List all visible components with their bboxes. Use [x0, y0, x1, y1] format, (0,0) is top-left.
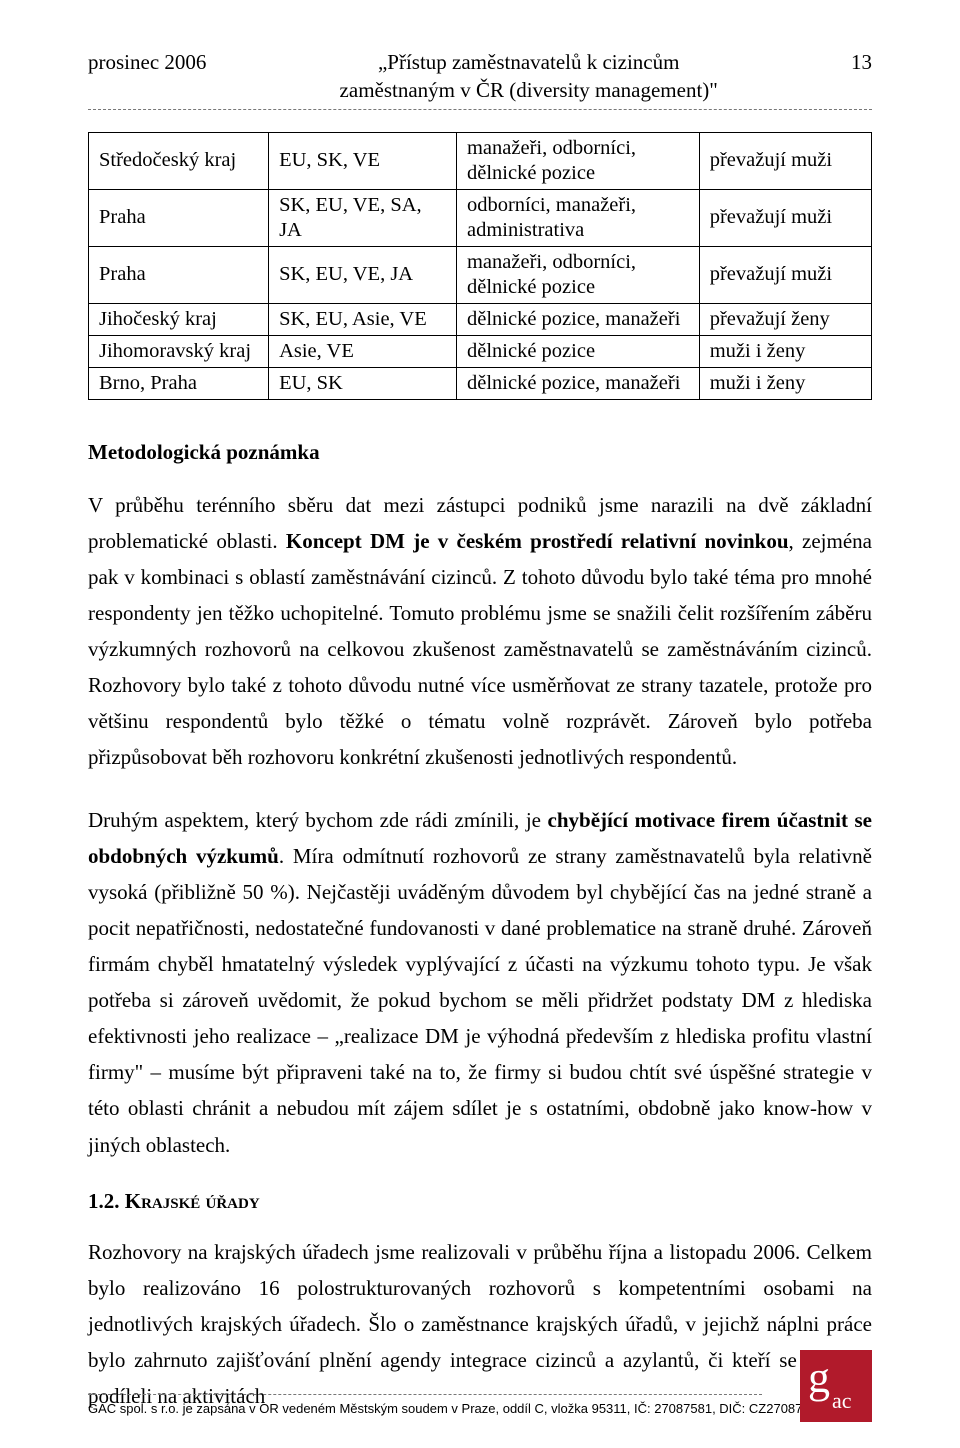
table-row: PrahaSK, EU, VE, SA, JAodborníci, manaže… [89, 189, 872, 246]
note-cell: převažují muži [699, 132, 871, 189]
logo-letter-g: g [808, 1352, 828, 1403]
header-date: prosinec 2006 [88, 48, 234, 76]
countries-cell: SK, EU, VE, SA, JA [269, 189, 457, 246]
p1-text-c: , zejména pak v kombinaci s oblastí zamě… [88, 529, 872, 770]
header-title-line1: „Přístup zaměstnavatelů k cizincům [378, 50, 680, 74]
section-number: 1.2. [88, 1189, 125, 1213]
region-cell: Praha [89, 189, 269, 246]
p1-bold: Koncept DM je v českém prostředí relativ… [286, 529, 789, 553]
page: prosinec 2006 „Přístup zaměstnavatelů k … [0, 0, 960, 1448]
countries-cell: SK, EU, Asie, VE [269, 303, 457, 335]
note-cell: převažují ženy [699, 303, 871, 335]
positions-cell: dělnické pozice, manažeři [456, 367, 699, 399]
header-title-line2: zaměstnaným v ČR (diversity management)" [340, 78, 718, 102]
table-row: PrahaSK, EU, VE, JAmanažeři, odborníci, … [89, 246, 872, 303]
region-cell: Středočeský kraj [89, 132, 269, 189]
countries-cell: EU, SK, VE [269, 132, 457, 189]
region-cell: Brno, Praha [89, 367, 269, 399]
table-row: Středočeský krajEU, SK, VEmanažeři, odbo… [89, 132, 872, 189]
countries-cell: EU, SK [269, 367, 457, 399]
table-row: Jihomoravský krajAsie, VEdělnické pozice… [89, 335, 872, 367]
positions-cell: manažeři, odborníci, dělnické pozice [456, 132, 699, 189]
methodology-heading: Metodologická poznámka [88, 440, 872, 465]
countries-cell: Asie, VE [269, 335, 457, 367]
paragraph-3: Rozhovory na krajských úřadech jsme real… [88, 1234, 872, 1415]
paragraph-2: Druhým aspektem, který bychom zde rádi z… [88, 802, 872, 1163]
header-rule [88, 109, 872, 110]
note-cell: muži i ženy [699, 367, 871, 399]
p2-text-a: Druhým aspektem, který bychom zde rádi z… [88, 808, 548, 832]
note-cell: převažují muži [699, 246, 871, 303]
footer-text: GAC spol. s r.o. je zapsána v OR vedeném… [88, 1401, 872, 1416]
header-page-number: 13 [823, 48, 872, 76]
page-footer: GAC spol. s r.o. je zapsána v OR vedeném… [88, 1394, 872, 1416]
region-cell: Jihomoravský kraj [89, 335, 269, 367]
countries-cell: SK, EU, VE, JA [269, 246, 457, 303]
table-row: Brno, PrahaEU, SKdělnické pozice, manaže… [89, 367, 872, 399]
positions-cell: manažeři, odborníci, dělnické pozice [456, 246, 699, 303]
paragraph-1: V průběhu terénního sběru dat mezi zástu… [88, 487, 872, 776]
positions-cell: odborníci, manažeři, administrativa [456, 189, 699, 246]
region-cell: Jihočeský kraj [89, 303, 269, 335]
gac-logo: g ac [800, 1350, 872, 1422]
regions-table: Středočeský krajEU, SK, VEmanažeři, odbo… [88, 132, 872, 400]
note-cell: muži i ženy [699, 335, 871, 367]
positions-cell: dělnické pozice, manažeři [456, 303, 699, 335]
table-row: Jihočeský krajSK, EU, Asie, VEdělnické p… [89, 303, 872, 335]
note-cell: převažují muži [699, 189, 871, 246]
logo-box: g ac [800, 1350, 872, 1422]
region-cell: Praha [89, 246, 269, 303]
p2-text-c: . Míra odmítnutí rozhovorů ze strany zam… [88, 844, 872, 1157]
positions-cell: dělnické pozice [456, 335, 699, 367]
page-header: prosinec 2006 „Přístup zaměstnavatelů k … [88, 48, 872, 105]
footer-rule [88, 1394, 762, 1395]
section-title: Krajské úřady [125, 1189, 260, 1213]
section-1-2-heading: 1.2. Krajské úřady [88, 1189, 872, 1214]
logo-letters-ac: ac [832, 1388, 852, 1414]
header-title: „Přístup zaměstnavatelů k cizincům zaměs… [234, 48, 823, 105]
